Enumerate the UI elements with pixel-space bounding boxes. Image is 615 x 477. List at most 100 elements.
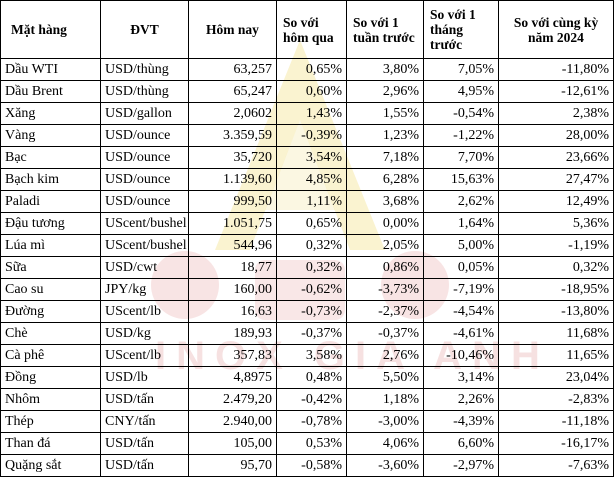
- table-row: Quặng sắt USD/tấn 95,70 -0,58% -3,60% -2,97% -…: [0, 454, 614, 477]
- change-vs-yesterday: 0,65%: [276, 58, 347, 81]
- unit-cell: UScent/lb: [100, 344, 189, 367]
- change-vs-yesterday: 0,60%: [276, 80, 347, 103]
- today-price: 189,93: [188, 322, 277, 345]
- table-header: Mặt hàng ĐVT Hôm nay So với hôm qua So v…: [0, 0, 614, 59]
- change-vs-yesterday: -0,58%: [276, 454, 347, 477]
- unit-cell: USD/ounce: [100, 146, 189, 169]
- unit-cell: USD/tấn: [100, 388, 189, 411]
- unit-cell: USD/ounce: [100, 124, 189, 147]
- unit-cell: USD/kg: [100, 322, 189, 345]
- today-price: 2,0602: [188, 102, 277, 125]
- header-vs-yesterday: So với hôm qua: [276, 0, 347, 59]
- change-vs-year: -13,80%: [498, 300, 614, 323]
- change-vs-year: 23,66%: [498, 146, 614, 169]
- change-vs-yesterday: 0,32%: [276, 234, 347, 257]
- today-price: 105,00: [188, 432, 277, 455]
- change-vs-yesterday: 0,53%: [276, 432, 347, 455]
- table-row: Sữa USD/cwt 18,77 0,32% 0,86% 0,05% 0,32%: [0, 256, 614, 279]
- change-vs-week: 2,96%: [346, 80, 424, 103]
- today-price: 2.940,00: [188, 410, 277, 433]
- change-vs-week: -3,00%: [346, 410, 424, 433]
- change-vs-month: -7,19%: [423, 278, 499, 301]
- change-vs-week: -2,37%: [346, 300, 424, 323]
- unit-cell: USD/thùng: [100, 80, 189, 103]
- commodity-name: Quặng sắt: [0, 454, 101, 477]
- commodity-name: Chè: [0, 322, 101, 345]
- header-vs-month: So với 1 tháng trước: [423, 0, 499, 59]
- change-vs-week: -3,73%: [346, 278, 424, 301]
- change-vs-week: 7,18%: [346, 146, 424, 169]
- change-vs-week: 6,28%: [346, 168, 424, 191]
- change-vs-month: -0,54%: [423, 102, 499, 125]
- header-commodity: Mặt hàng: [0, 0, 101, 59]
- change-vs-month: 2,26%: [423, 388, 499, 411]
- commodity-name: Bạc: [0, 146, 101, 169]
- change-vs-year: 2,38%: [498, 102, 614, 125]
- commodity-name: Nhôm: [0, 388, 101, 411]
- commodity-name: Vàng: [0, 124, 101, 147]
- table-row: Paladi USD/ounce 999,50 1,11% 3,68% 2,62% 12,4…: [0, 190, 614, 213]
- change-vs-month: 6,60%: [423, 432, 499, 455]
- change-vs-yesterday: -0,37%: [276, 322, 347, 345]
- change-vs-month: 2,62%: [423, 190, 499, 213]
- change-vs-yesterday: -0,39%: [276, 124, 347, 147]
- today-price: 1.051,75: [188, 212, 277, 235]
- unit-cell: JPY/kg: [100, 278, 189, 301]
- table-row: Vàng USD/ounce 3.359,59 -0,39% 1,23% -1,22% 28…: [0, 124, 614, 147]
- commodity-name: Lúa mì: [0, 234, 101, 257]
- change-vs-month: -4,39%: [423, 410, 499, 433]
- unit-cell: UScent/bushel: [100, 212, 189, 235]
- change-vs-year: 0,32%: [498, 256, 614, 279]
- today-price: 65,247: [188, 80, 277, 103]
- change-vs-week: 1,55%: [346, 102, 424, 125]
- change-vs-month: 5,00%: [423, 234, 499, 257]
- today-price: 4,8975: [188, 366, 277, 389]
- change-vs-year: 27,47%: [498, 168, 614, 191]
- header-vs-year: So với cùng kỳ năm 2024: [498, 0, 614, 59]
- table-row: Chè USD/kg 189,93 -0,37% -0,37% -4,61% 11,68%: [0, 322, 614, 345]
- unit-cell: USD/ounce: [100, 168, 189, 191]
- change-vs-yesterday: 4,85%: [276, 168, 347, 191]
- change-vs-year: 11,65%: [498, 344, 614, 367]
- header-vs-week: So với 1 tuần trước: [346, 0, 424, 59]
- today-price: 95,70: [188, 454, 277, 477]
- change-vs-month: 4,95%: [423, 80, 499, 103]
- unit-cell: USD/tấn: [100, 454, 189, 477]
- table-row: Cao su JPY/kg 160,00 -0,62% -3,73% -7,19% -18,…: [0, 278, 614, 301]
- table-row: Dầu WTI USD/thùng 63,257 0,65% 3,80% 7,05% -11…: [0, 58, 614, 81]
- header-today: Hôm nay: [188, 0, 277, 59]
- today-price: 35,720: [188, 146, 277, 169]
- change-vs-year: -2,83%: [498, 388, 614, 411]
- change-vs-month: 3,14%: [423, 366, 499, 389]
- today-price: 2.479,20: [188, 388, 277, 411]
- change-vs-month: -10,46%: [423, 344, 499, 367]
- unit-cell: USD/ounce: [100, 190, 189, 213]
- change-vs-week: 2,76%: [346, 344, 424, 367]
- today-price: 999,50: [188, 190, 277, 213]
- today-price: 1.139,60: [188, 168, 277, 191]
- change-vs-week: 3,68%: [346, 190, 424, 213]
- commodity-name: Sữa: [0, 256, 101, 279]
- change-vs-week: 0,86%: [346, 256, 424, 279]
- table-row: Xăng USD/gallon 2,0602 1,43% 1,55% -0,54% 2,38…: [0, 102, 614, 125]
- unit-cell: UScent/bushel: [100, 234, 189, 257]
- change-vs-year: -12,61%: [498, 80, 614, 103]
- commodity-name: Đồng: [0, 366, 101, 389]
- today-price: 544,96: [188, 234, 277, 257]
- change-vs-yesterday: 0,65%: [276, 212, 347, 235]
- change-vs-month: 15,63%: [423, 168, 499, 191]
- today-price: 18,77: [188, 256, 277, 279]
- unit-cell: USD/thùng: [100, 58, 189, 81]
- commodity-name: Than đá: [0, 432, 101, 455]
- table-row: Đường UScent/lb 16,63 -0,73% -2,37% -4,54% -13…: [0, 300, 614, 323]
- commodity-name: Đường: [0, 300, 101, 323]
- change-vs-yesterday: 3,54%: [276, 146, 347, 169]
- change-vs-yesterday: 3,58%: [276, 344, 347, 367]
- change-vs-month: -2,97%: [423, 454, 499, 477]
- today-price: 160,00: [188, 278, 277, 301]
- change-vs-month: -4,54%: [423, 300, 499, 323]
- table-row: Nhôm USD/tấn 2.479,20 -0,42% 1,18% 2,26% -2,83…: [0, 388, 614, 411]
- change-vs-week: 1,23%: [346, 124, 424, 147]
- change-vs-week: 5,50%: [346, 366, 424, 389]
